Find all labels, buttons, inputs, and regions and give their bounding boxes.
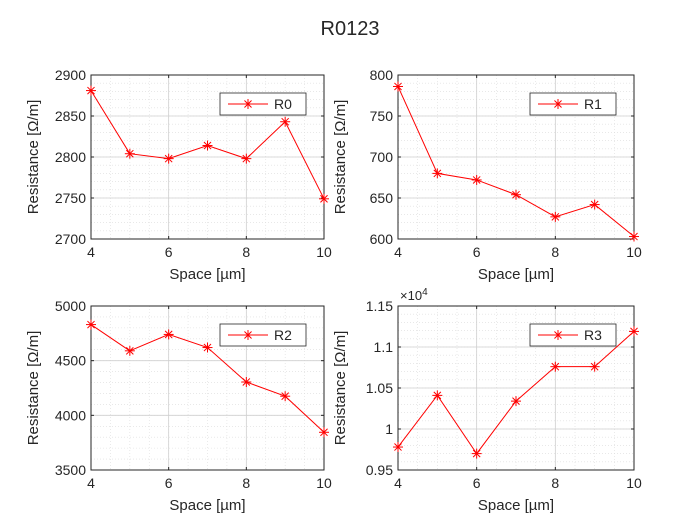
- x-tick-label: 10: [626, 475, 642, 491]
- data-point-marker: [629, 231, 639, 242]
- y-tick-label: 2750: [55, 190, 86, 206]
- data-point-marker: [589, 361, 600, 372]
- data-point-marker: [163, 153, 174, 164]
- y-tick-label: 1.05: [366, 380, 393, 396]
- x-tick-label: 10: [316, 475, 332, 491]
- data-point-marker: [86, 85, 96, 96]
- x-tick-label: 4: [87, 475, 95, 491]
- y-axis-label: Resistance [Ω/m]: [25, 331, 42, 446]
- data-point-marker: [471, 174, 482, 185]
- legend-label: R1: [584, 96, 602, 112]
- x-tick-label: 8: [551, 244, 559, 260]
- x-tick-label: 6: [165, 475, 173, 491]
- subplot-r2: 4 6 8 10 3500 4000 4500 5000 Space [µm] Resistanc…: [25, 298, 332, 514]
- legend: R1: [529, 92, 617, 116]
- data-point-marker: [432, 168, 443, 179]
- x-tick-label: 10: [316, 244, 332, 260]
- x-tick-label: 6: [473, 244, 481, 260]
- y-tick-label: 3500: [55, 462, 86, 478]
- data-point-marker: [319, 427, 329, 438]
- y-tick-label: 2800: [55, 149, 86, 165]
- x-tick-label: 8: [242, 244, 250, 260]
- data-point-marker: [86, 319, 96, 330]
- x-axis-label: Space [µm]: [169, 266, 245, 283]
- x-axis-label: Space [µm]: [478, 266, 554, 283]
- axes-box: [90, 305, 325, 471]
- data-point-marker: [511, 396, 521, 407]
- data-point-marker: [629, 326, 639, 337]
- data-point-marker: [241, 153, 252, 164]
- y-tick-label: 5000: [55, 298, 86, 314]
- y-tick-label: 1.1: [374, 339, 394, 355]
- data-point-marker: [202, 140, 213, 151]
- y-tick-label: 650: [370, 190, 394, 206]
- y-tick-label: 1.15: [366, 298, 393, 314]
- y-tick-label: 0.95: [366, 462, 393, 478]
- data-point-marker: [280, 391, 291, 402]
- y-tick-label: 700: [370, 149, 394, 165]
- legend-marker: [553, 330, 563, 340]
- subplot-r1: 4 6 8 10 600 650 700 750 800 Space [µm] Resistance…: [332, 67, 642, 283]
- legend: R2: [219, 323, 307, 347]
- legend-label: R0: [274, 96, 292, 112]
- x-axis-label: Space [µm]: [169, 497, 245, 514]
- data-point-marker: [280, 116, 291, 127]
- data-point-marker: [163, 329, 174, 340]
- data-point-marker: [241, 376, 252, 387]
- y-tick-label: 600: [370, 231, 394, 247]
- subplot-r0: 4 6 8 10 2700 2750 2800 2850 2900 Space [µm] Resis…: [25, 67, 332, 283]
- y-tick-label: 2900: [55, 67, 86, 83]
- y-axis-label: Resistance [Ω/m]: [332, 331, 349, 446]
- y-tick-label: 2850: [55, 108, 86, 124]
- data-point-marker: [511, 189, 521, 200]
- legend-marker: [243, 99, 253, 109]
- y-exponent-label: ×104: [400, 287, 428, 303]
- data-point-marker: [550, 211, 561, 222]
- x-axis-label: Space [µm]: [478, 497, 554, 514]
- legend-label: R2: [274, 327, 292, 343]
- x-tick-label: 6: [165, 244, 173, 260]
- legend-marker: [243, 330, 253, 340]
- data-point-marker: [550, 361, 561, 372]
- legend-marker: [553, 99, 563, 109]
- y-tick-label: 4500: [55, 353, 86, 369]
- data-point-marker: [124, 148, 135, 159]
- data-point-marker: [432, 390, 443, 401]
- x-tick-label: 4: [87, 244, 95, 260]
- x-tick-label: 8: [551, 475, 559, 491]
- x-tick-label: 10: [626, 244, 642, 260]
- x-tick-label: 8: [242, 475, 250, 491]
- figure-title: R0123: [321, 18, 380, 40]
- data-point-marker: [202, 342, 213, 353]
- y-tick-label: 750: [370, 108, 394, 124]
- data-point-marker: [393, 442, 403, 453]
- subplot-r3: 4 6 8 10 0.95 1 1.05 1.1 1.15 ×104 Space [µm] Resis…: [332, 287, 642, 514]
- legend: R3: [529, 323, 617, 347]
- data-point-marker: [319, 193, 329, 204]
- x-tick-label: 4: [394, 475, 402, 491]
- y-tick-label: 800: [370, 67, 394, 83]
- legend-label: R3: [584, 327, 602, 343]
- legend: R0: [219, 92, 307, 116]
- data-point-marker: [589, 199, 600, 210]
- y-axis-label: Resistance [Ω/m]: [332, 100, 349, 215]
- y-tick-label: 4000: [55, 407, 86, 423]
- y-tick-label: 2700: [55, 231, 86, 247]
- x-tick-label: 6: [473, 475, 481, 491]
- data-point-marker: [471, 448, 482, 459]
- data-point-marker: [393, 81, 403, 92]
- data-point-marker: [124, 345, 135, 356]
- y-axis-label: Resistance [Ω/m]: [25, 100, 42, 215]
- y-tick-label: 1: [385, 421, 393, 437]
- x-tick-label: 4: [394, 244, 402, 260]
